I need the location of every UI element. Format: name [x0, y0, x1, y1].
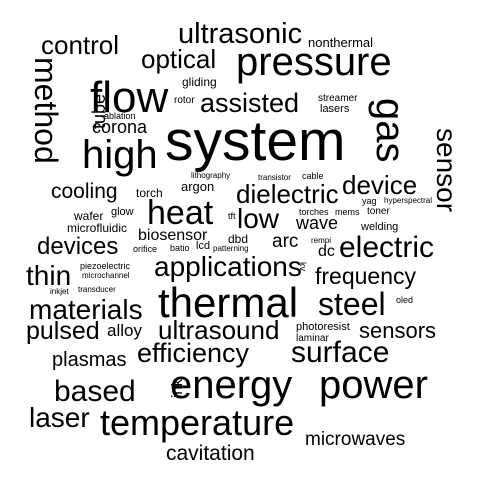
word-power: power: [319, 363, 428, 407]
word-streamer: streamer: [318, 93, 358, 104]
word-ultrasound: ultrasound: [158, 315, 280, 345]
word-batio: batio: [170, 243, 190, 253]
word-lasers: lasers: [320, 103, 350, 115]
word-pulsed: pulsed: [26, 317, 100, 345]
word-efficiency: efficiency: [137, 338, 250, 368]
word-photoresist: photoresist: [296, 321, 350, 333]
word-method: method: [28, 57, 64, 164]
word-piezoelectric: piezoelectric: [80, 261, 131, 271]
word-oled: oled: [396, 295, 414, 305]
word-transistor: transistor: [258, 173, 291, 182]
word-low: low: [237, 203, 280, 234]
word-alloy: alloy: [107, 321, 142, 340]
word-arc: arc: [272, 231, 299, 252]
word-microwaves: microwaves: [305, 429, 406, 450]
word-transducer: transducer: [78, 285, 116, 294]
word-cavitation: cavitation: [166, 442, 255, 465]
word-steel: steel: [318, 286, 386, 322]
word-applications: applications: [154, 251, 302, 282]
word-thermal: thermal: [158, 279, 299, 326]
word-system: system: [165, 109, 346, 173]
word-thin: thin: [26, 260, 72, 291]
word-energy: energy: [170, 363, 293, 407]
word-hyperspectral: hyperspectral: [384, 196, 433, 205]
word-surface: surface: [291, 336, 390, 369]
word-rempi: rempi: [311, 236, 332, 245]
word-orifice: orifice: [133, 244, 158, 254]
word-flow: flow: [90, 73, 169, 122]
word-rotor: rotor: [174, 95, 195, 106]
word-temperature: temperature: [100, 402, 295, 443]
word-ink: ink: [169, 378, 186, 398]
word-patterning: patterning: [213, 244, 249, 253]
word-based: based: [54, 375, 136, 408]
word-electric: electric: [339, 231, 435, 264]
word-microchannel: microchannel: [82, 271, 130, 280]
word-inkjet: inkjet: [50, 287, 69, 296]
word-gas: gas: [368, 98, 412, 163]
word-yag: yag: [362, 196, 377, 206]
word-tft: tft: [228, 211, 236, 221]
word-laser: laser: [29, 402, 90, 433]
word-laminar: laminar: [296, 333, 329, 344]
word-microfluidic: microfluidic: [67, 221, 128, 235]
word-kv: kv: [298, 262, 308, 271]
word-welding: welding: [361, 221, 399, 233]
word-biosensor: biosensor: [138, 227, 208, 244]
word-cable: cable: [302, 171, 324, 181]
word-lithography: lithography: [191, 171, 231, 180]
word-devices: devices: [37, 233, 119, 260]
word-materials: materials: [29, 294, 143, 325]
word-glow: glow: [111, 206, 134, 218]
word-assisted: assisted: [200, 88, 300, 118]
word-torch: torch: [136, 186, 163, 200]
word-gliding: gliding: [182, 75, 217, 89]
word-device: device: [342, 170, 418, 200]
word-wave: wave: [296, 213, 339, 233]
word-frequency: frequency: [315, 263, 417, 289]
word-lcd: lcd: [196, 240, 211, 252]
word-dbd: dbd: [228, 232, 249, 246]
word-sensors: sensors: [359, 318, 437, 343]
word-torches: torches: [299, 207, 329, 217]
word-dc: dc: [318, 243, 335, 260]
word-dielectric: dielectric: [236, 179, 339, 209]
word-control: control: [41, 30, 120, 60]
word-mems: mems: [335, 207, 360, 217]
word-plasmas: plasmas: [52, 349, 127, 371]
word-heat: heat: [147, 194, 214, 232]
word-ablation: ablation: [104, 111, 136, 121]
word-cooling: cooling: [51, 180, 118, 203]
word-nonthermal: nonthermal: [308, 35, 374, 50]
word-ultrasonic: ultrasonic: [178, 18, 303, 50]
word-argon: argon: [181, 179, 215, 194]
word-corona: corona: [92, 117, 148, 137]
word-optical: optical: [141, 44, 217, 74]
word-sensor: sensor: [431, 128, 462, 213]
word-toner: toner: [367, 206, 390, 217]
word-pressure: pressure: [236, 40, 392, 84]
word-high: high: [82, 133, 158, 177]
word-wafer: wafer: [74, 209, 104, 223]
